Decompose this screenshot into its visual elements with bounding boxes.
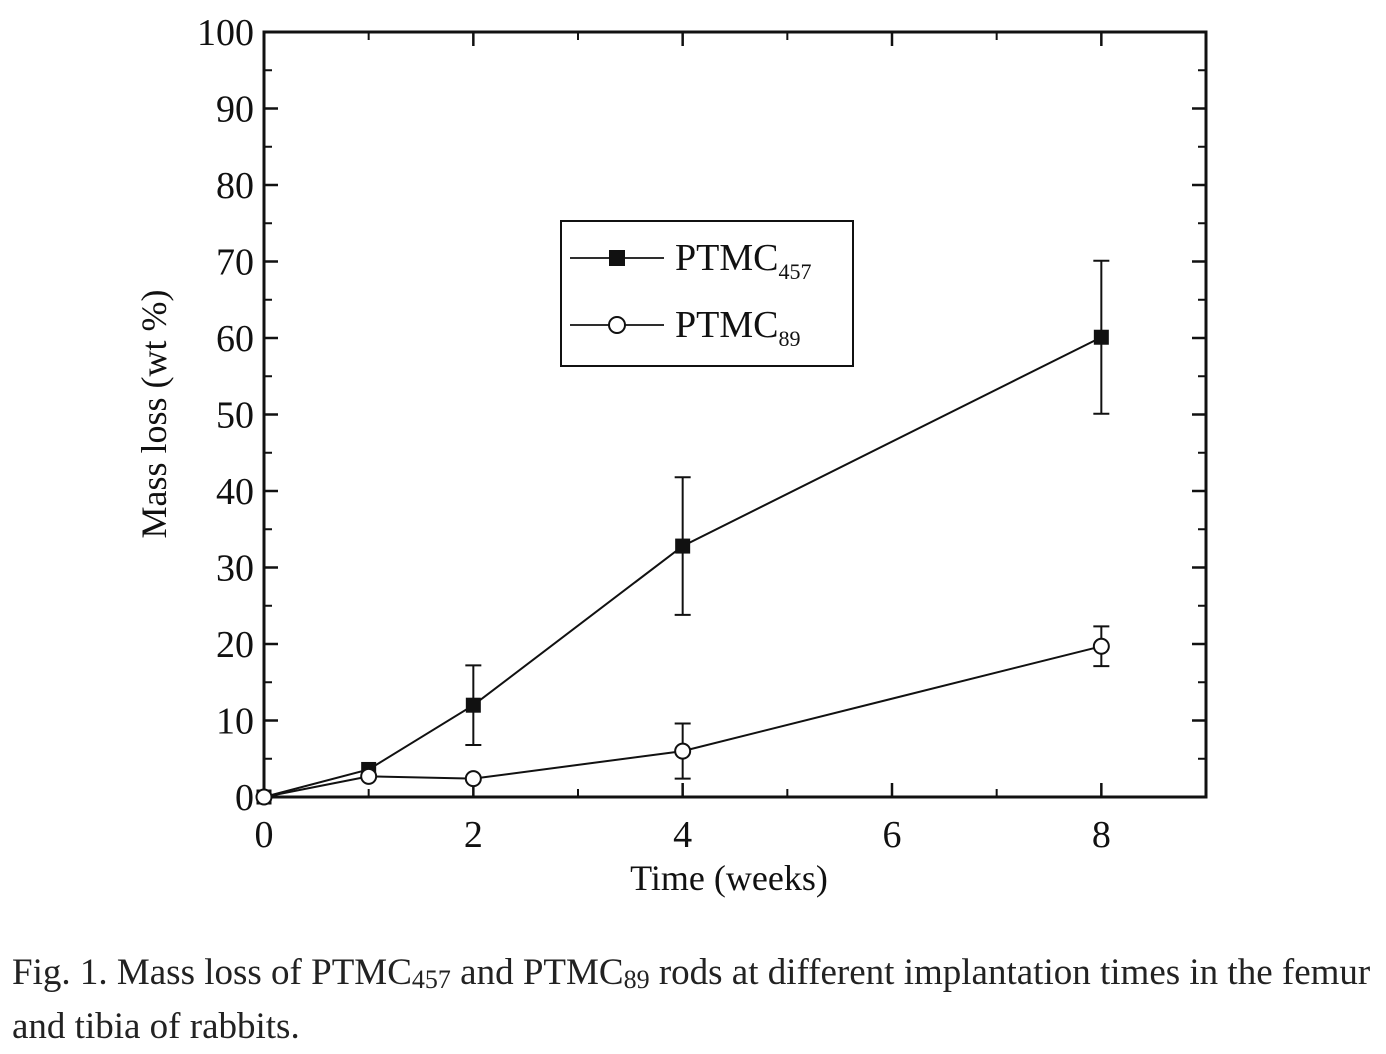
y-tick-label: 70 — [216, 242, 254, 284]
data-point-circle — [360, 767, 378, 785]
data-point-circle — [674, 742, 692, 760]
legend-label-2-sub: 89 — [778, 326, 800, 351]
x-tick-label: 0 — [255, 814, 274, 856]
figure-caption: Fig. 1. Mass loss of PTMC457 and PTMC89 … — [12, 946, 1372, 1054]
legend: PTMC457 PTMC89 — [560, 220, 854, 367]
y-tick-label: 20 — [216, 624, 254, 666]
y-tick-label: 100 — [197, 12, 254, 54]
x-axis-label: Time (weeks) — [630, 858, 828, 898]
x-tick-label: 8 — [1092, 814, 1111, 856]
caption-text-3: rods at different implantation times in … — [12, 952, 1371, 1047]
data-point-square — [465, 697, 481, 713]
legend-marker-circle — [608, 316, 626, 334]
x-tick-label: 4 — [673, 814, 692, 856]
legend-label-2: PTMC89 — [675, 304, 800, 351]
series — [255, 259, 1110, 806]
y-axis-label: Mass loss (wt %) — [134, 290, 174, 539]
data-point-circle — [464, 770, 482, 788]
legend-box — [560, 220, 854, 367]
caption-sub-2: 89 — [623, 965, 650, 994]
y-tick-label: 30 — [216, 548, 254, 590]
caption-text-2: and PTMC — [450, 952, 624, 993]
data-point-square — [1093, 329, 1109, 345]
x-tick-label: 2 — [464, 814, 483, 856]
chart: 0 10 20 30 40 50 60 70 80 90 100 0 2 4 6 8 Time (weeks)… — [134, 12, 1208, 898]
data-point-circle — [1092, 637, 1110, 655]
y-tick-label: 80 — [216, 165, 254, 207]
plot-frame — [262, 30, 1208, 799]
legend-marker-square — [609, 250, 625, 266]
axes: 0 10 20 30 40 50 60 70 80 90 100 0 2 4 6 8 — [197, 12, 1207, 856]
x-tick-label: 6 — [883, 814, 902, 856]
y-tick-label: 40 — [216, 471, 254, 513]
legend-label-1-sub: 457 — [778, 259, 811, 284]
caption-text-1: Fig. 1. Mass loss of PTMC — [12, 952, 412, 993]
data-point-square — [675, 538, 691, 554]
y-tick-label: 10 — [216, 701, 254, 743]
y-tick-label: 90 — [216, 89, 254, 131]
y-tick-label: 0 — [235, 777, 254, 819]
data-point-circle — [255, 788, 273, 806]
y-tick-label: 60 — [216, 318, 254, 360]
legend-entry-2: PTMC89 — [570, 304, 800, 351]
caption-sub-1: 457 — [411, 965, 451, 994]
y-tick-label: 50 — [216, 395, 254, 437]
legend-label-2-base: PTMC — [675, 304, 778, 346]
legend-label-1: PTMC457 — [675, 237, 811, 284]
legend-entry-1: PTMC457 — [570, 237, 811, 284]
legend-label-1-base: PTMC — [675, 237, 778, 279]
